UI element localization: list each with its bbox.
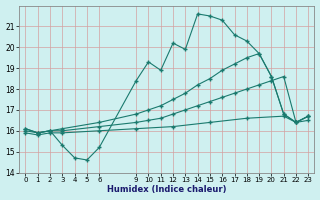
X-axis label: Humidex (Indice chaleur): Humidex (Indice chaleur) [107,185,227,194]
